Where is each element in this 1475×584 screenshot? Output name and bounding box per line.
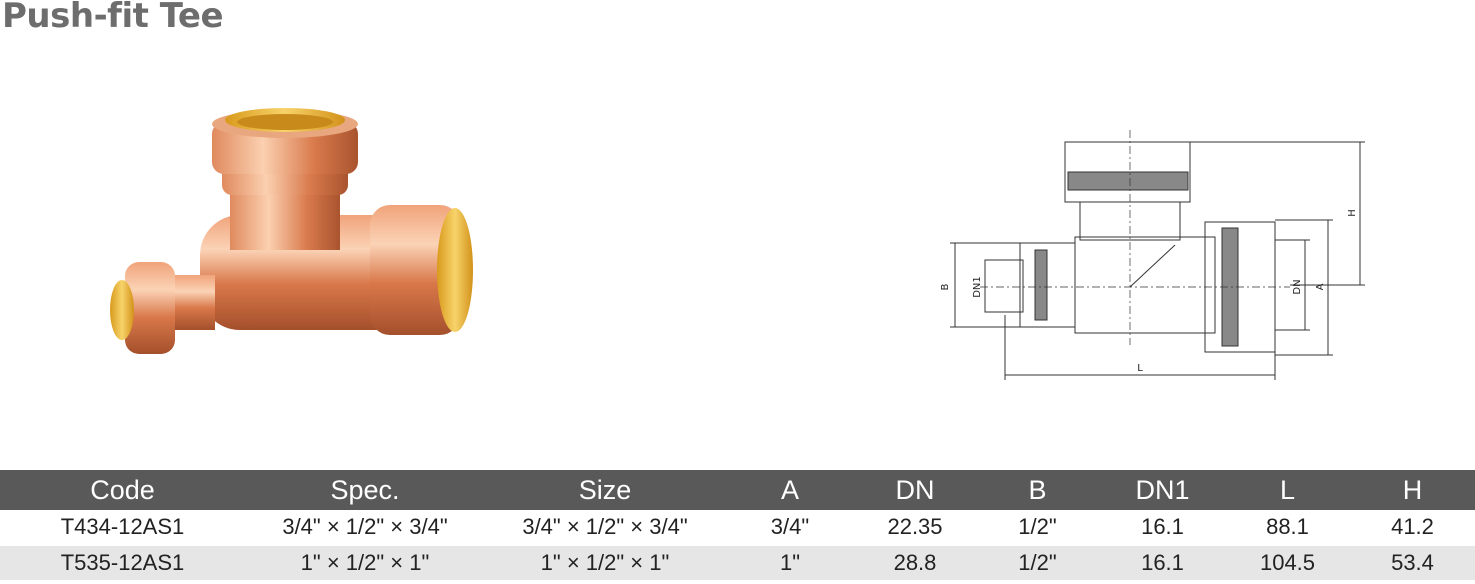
illustrations: B DN1 DN A H L [110, 108, 1365, 380]
table-cell: 16.1 [1141, 514, 1184, 539]
table-cell: 3/4" × 1/2" × 3/4" [522, 514, 688, 539]
table-cell: T535-12AS1 [0, 544, 245, 580]
table-cell: 1/2" [1018, 514, 1057, 539]
table-cell: 104.5 [1225, 544, 1350, 580]
column-header: DN1 [1100, 470, 1225, 510]
column-header: DN [855, 470, 975, 510]
table-row: T434-12AS1 3/4" × 1/2" × 3/4" 3/4" × 1/2" … [0, 510, 1475, 545]
dimension-label: L [1137, 363, 1143, 374]
dimension-label: DN [1292, 279, 1303, 294]
table-cell: 88.1 [1266, 514, 1309, 539]
table-cell: 53.4 [1350, 544, 1475, 580]
page-title: Push-fit Tee [2, 0, 224, 36]
dimension-label: H [1347, 209, 1358, 217]
dimension-label: B [940, 283, 951, 290]
table-cell: 22.35 [887, 514, 943, 539]
column-header: B [975, 470, 1100, 510]
technical-drawing [950, 130, 1365, 380]
table-cell: 28.8 [855, 544, 975, 580]
column-header: H [1350, 470, 1475, 510]
table-cell: 1/2" [975, 544, 1100, 580]
table-cell: 1" × 1/2" × 1" [245, 544, 485, 580]
table-cell: 1" × 1/2" × 1" [485, 544, 725, 580]
column-header: Size [485, 470, 725, 510]
column-header: A [725, 470, 855, 510]
table-cell: 3/4" [770, 514, 810, 539]
column-header: L [1225, 470, 1350, 510]
product-photo [110, 108, 473, 354]
table-cell: 16.1 [1100, 544, 1225, 580]
table-cell: 1" [725, 544, 855, 580]
table-row: T535-12AS1 1" × 1/2" × 1" 1" × 1/2" × 1" 1"… [0, 544, 1475, 580]
column-header: Spec. [245, 470, 485, 510]
table-cell: T434-12AS1 [60, 514, 185, 539]
dimension-label: DN1 [972, 276, 983, 298]
table-cell: 3/4" × 1/2" × 3/4" [282, 514, 448, 539]
table-header: Code Spec. Size A DN B DN1 L H [0, 470, 1475, 510]
spec-table: Code Spec. Size A DN B DN1 L H T434-12AS1 3/4" × … [0, 470, 1475, 580]
column-header: Code [0, 470, 245, 510]
table-cell: 41.2 [1391, 514, 1434, 539]
dimension-label: A [1315, 283, 1326, 290]
